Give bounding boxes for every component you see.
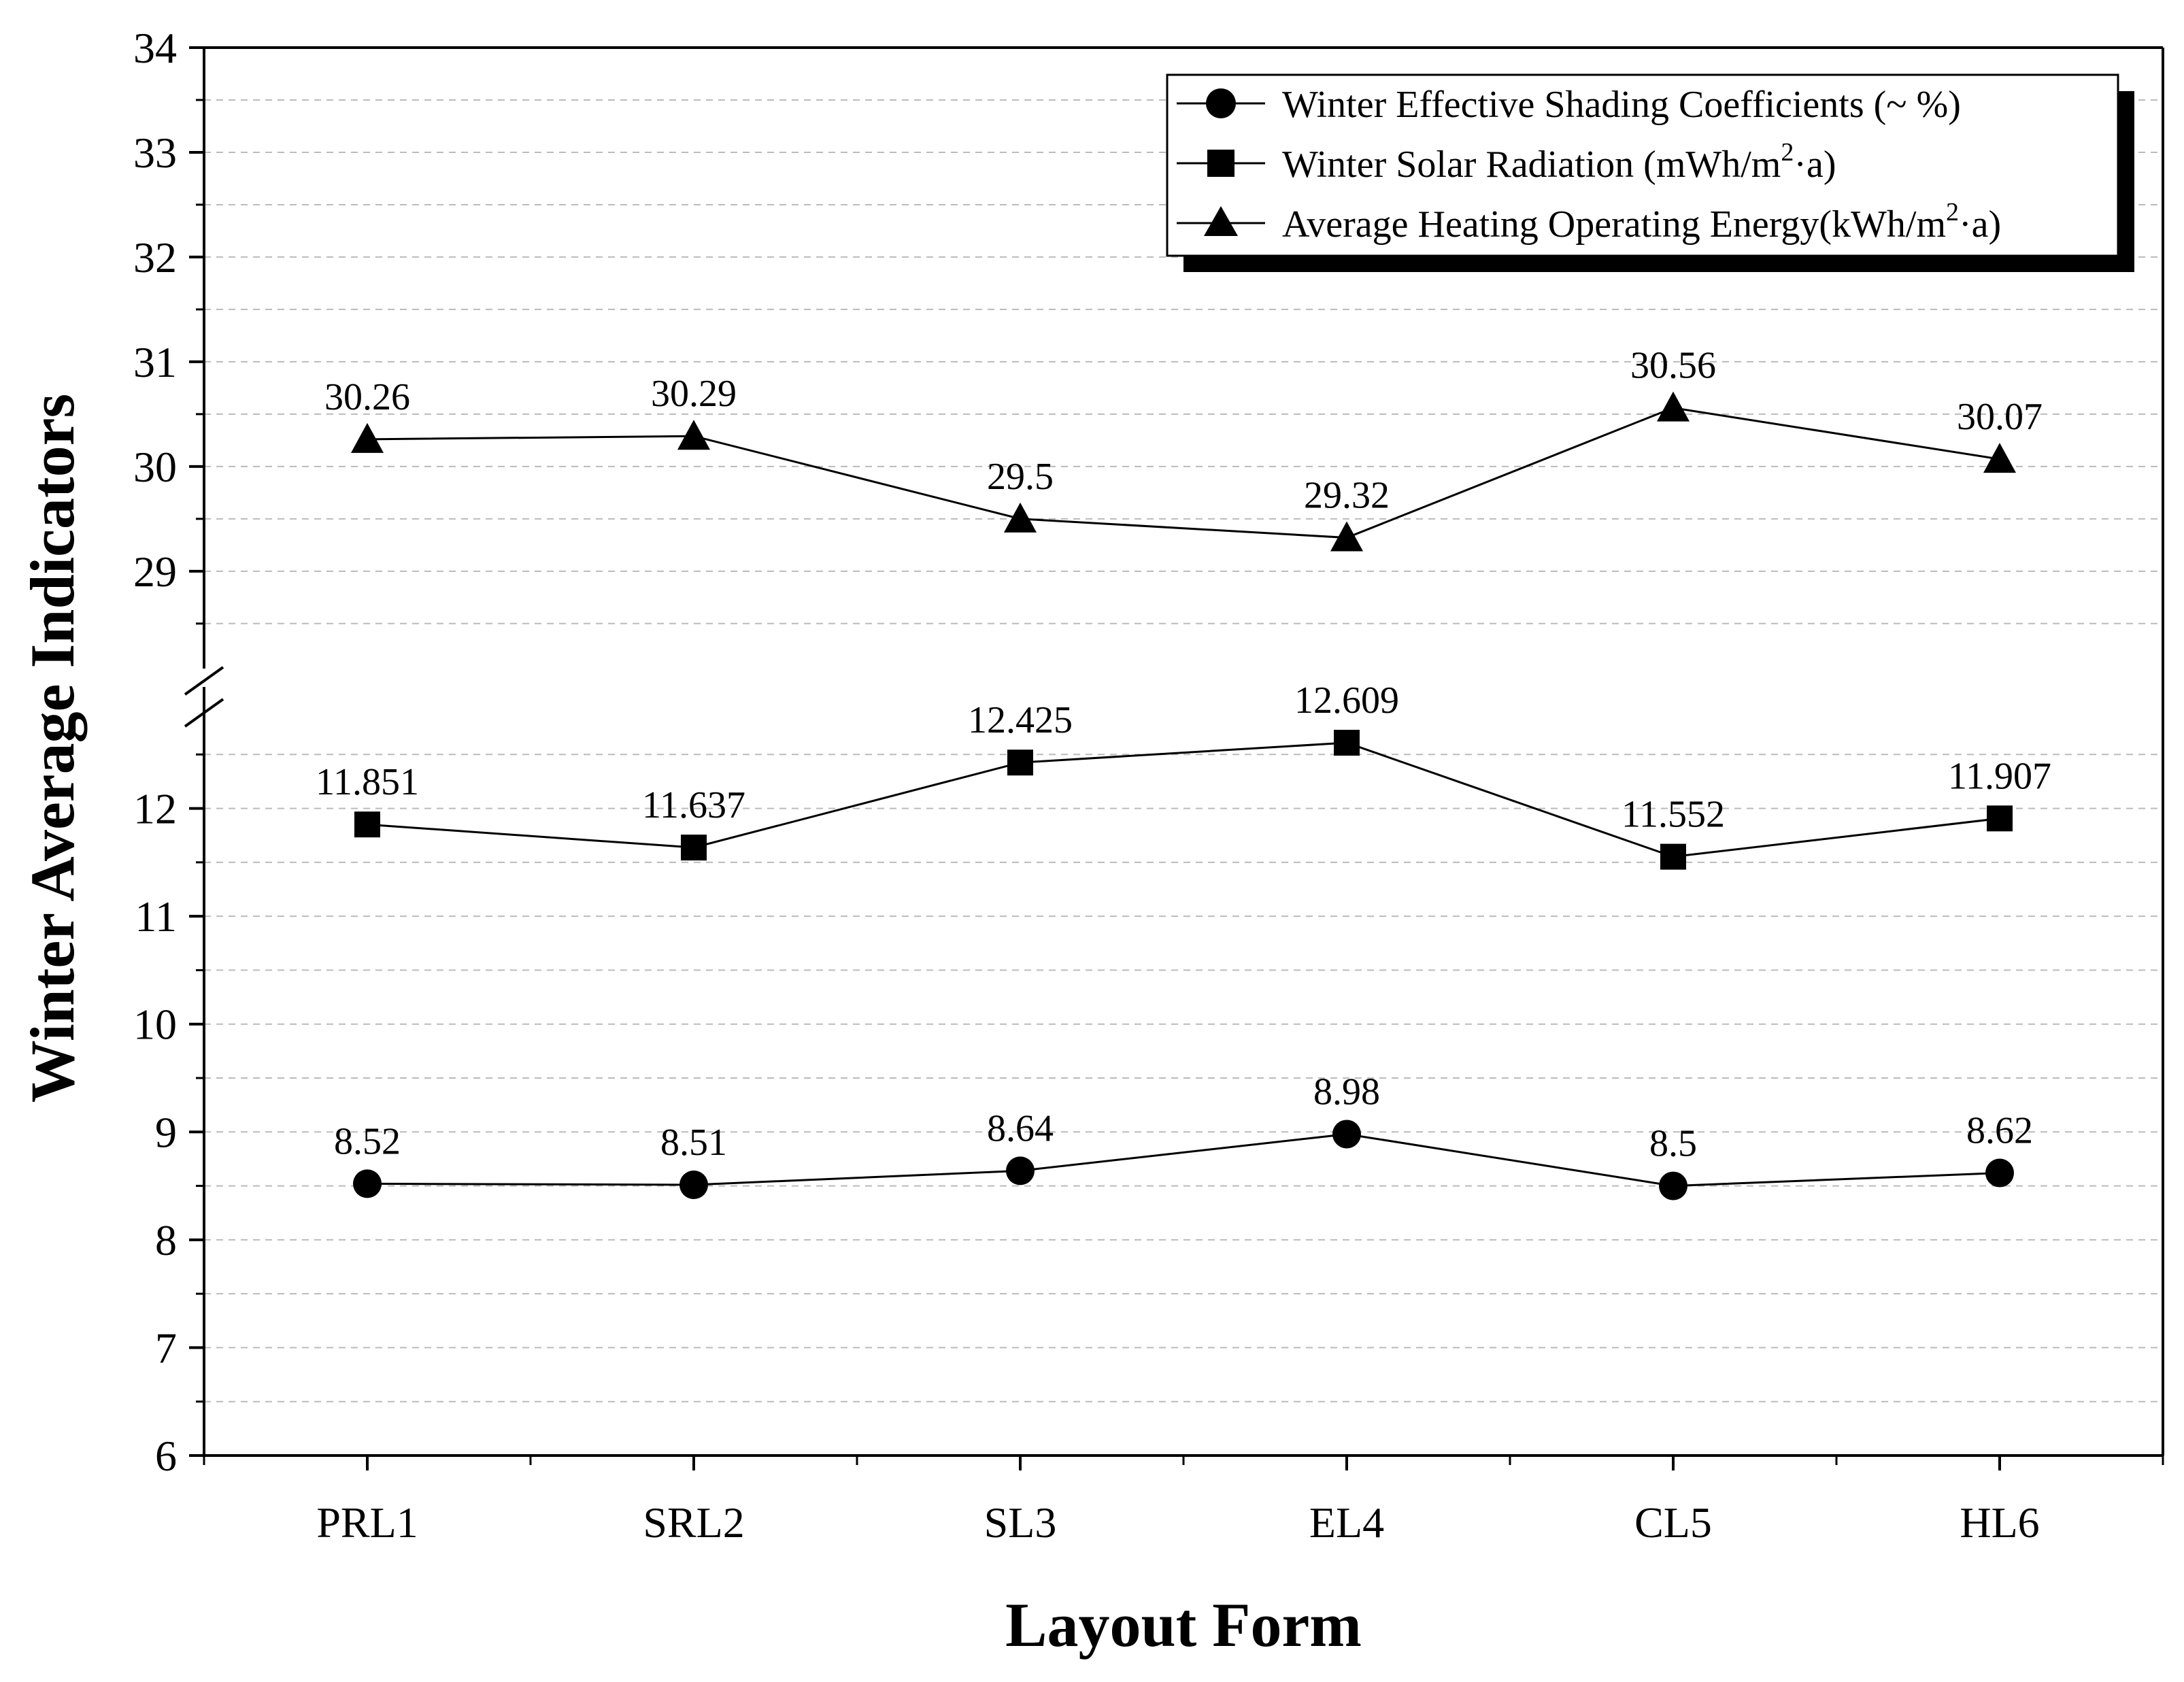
- y-tick-label: 6: [155, 1432, 177, 1480]
- data-point-square: [1660, 843, 1686, 870]
- x-axis-title: Layout Form: [1005, 1590, 1362, 1660]
- y-tick-label: 30: [133, 443, 177, 491]
- data-point-triangle: [677, 420, 710, 450]
- y-tick-label: 34: [133, 24, 177, 72]
- legend: Winter Effective Shading Coefficients (~…: [1166, 73, 2134, 272]
- y-tick-label: 12: [133, 785, 177, 833]
- data-point-triangle: [1657, 391, 1690, 422]
- data-label: 8.51: [660, 1122, 727, 1164]
- legend-entry-radiation: Winter Solar Radiation (mWh/m2·a): [1177, 138, 1836, 186]
- y-tick-label: 9: [155, 1108, 177, 1156]
- data-label: 30.29: [651, 373, 737, 415]
- y-tick-label: 31: [133, 338, 177, 386]
- axis-break-mark: [184, 666, 224, 696]
- x-tick-label: CL5: [1634, 1498, 1712, 1547]
- data-point-circle: [1332, 1120, 1361, 1149]
- data-point-circle: [679, 1170, 708, 1199]
- y-axis-title: Winter Average Indicators: [18, 394, 87, 1103]
- data-label: 8.5: [1649, 1123, 1697, 1165]
- data-label: 11.552: [1622, 794, 1725, 836]
- data-point-circle: [1985, 1158, 2014, 1188]
- square-icon: [1207, 150, 1234, 177]
- y-tick-label: 11: [135, 892, 177, 941]
- data-label: 29.32: [1304, 475, 1390, 517]
- data-label: 8.64: [987, 1107, 1054, 1149]
- x-tick-label: EL4: [1309, 1498, 1384, 1547]
- series-layer: [351, 391, 2016, 1200]
- data-label: 30.26: [324, 376, 410, 418]
- circle-icon: [1206, 88, 1236, 118]
- legend-label-energy: Average Heating Operating Energy(kWh/m2·…: [1282, 198, 2001, 246]
- axes: [184, 46, 2164, 1470]
- data-label: 11.851: [316, 761, 419, 803]
- series-line-square: [367, 741, 2000, 858]
- legend-box: [1166, 73, 2119, 257]
- y-tick-label: 7: [155, 1324, 177, 1372]
- x-tick-label: HL6: [1960, 1498, 2039, 1547]
- data-labels: 8.52 8.51 8.64 8.98 8.5 8.62 11.851 11.637 12.42…: [316, 345, 2051, 1165]
- data-point-circle: [1659, 1171, 1687, 1200]
- x-tick-label: SRL2: [643, 1498, 744, 1547]
- legend-entry-energy: Average Heating Operating Energy(kWh/m2·…: [1177, 198, 2001, 246]
- data-point-square: [681, 835, 707, 861]
- data-label: 30.07: [1957, 396, 2043, 438]
- data-label: 29.5: [987, 456, 1054, 498]
- data-point-square: [1334, 730, 1360, 756]
- data-point-square: [1007, 750, 1033, 776]
- data-label: 11.907: [1948, 755, 2051, 797]
- data-point-triangle: [351, 422, 384, 453]
- data-point-circle: [353, 1169, 382, 1198]
- grid-lines: [204, 99, 2163, 1402]
- series-line-circle: [367, 1132, 2000, 1188]
- data-label: 11.637: [642, 784, 745, 826]
- y-tick-label: 8: [155, 1216, 177, 1264]
- axis-break-mark: [184, 698, 224, 728]
- data-point-triangle: [1004, 502, 1037, 533]
- data-label: 12.425: [968, 699, 1073, 741]
- legend-label-radiation: Winter Solar Radiation (mWh/m2·a): [1282, 138, 1836, 186]
- data-point-square: [354, 811, 380, 838]
- triangle-icon: [1204, 206, 1238, 236]
- legend-entry-shading: Winter Effective Shading Coefficients (~…: [1177, 84, 1961, 126]
- tick-labels: 6 7 8 9 10 11 12 29 30 31 32 33 34 PRL1 SRL2 SL3 EL4 CL5 H…: [133, 24, 2040, 1547]
- y-tick-label: 29: [133, 548, 177, 596]
- data-point-square: [1987, 805, 2013, 832]
- data-label: 8.98: [1313, 1071, 1380, 1113]
- data-point-circle: [1006, 1156, 1035, 1185]
- data-label: 30.56: [1630, 345, 1716, 387]
- y-tick-label: 33: [133, 129, 177, 177]
- data-label: 8.52: [334, 1120, 401, 1162]
- series-line-triangle: [367, 407, 2000, 539]
- data-point-triangle: [1330, 521, 1363, 552]
- data-label: 8.62: [1966, 1110, 2033, 1152]
- y-tick-label: 10: [133, 1000, 177, 1049]
- data-label: 12.609: [1294, 679, 1399, 722]
- y-tick-label: 32: [133, 233, 177, 282]
- data-point-triangle: [1983, 443, 2016, 473]
- x-tick-label: SL3: [984, 1498, 1057, 1547]
- x-tick-label: PRL1: [316, 1498, 418, 1547]
- legend-label-shading: Winter Effective Shading Coefficients (~…: [1282, 84, 1961, 126]
